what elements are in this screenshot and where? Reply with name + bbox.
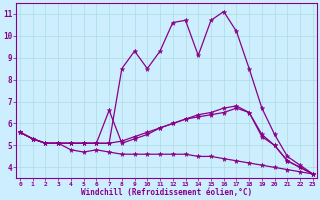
- X-axis label: Windchill (Refroidissement éolien,°C): Windchill (Refroidissement éolien,°C): [81, 188, 252, 197]
